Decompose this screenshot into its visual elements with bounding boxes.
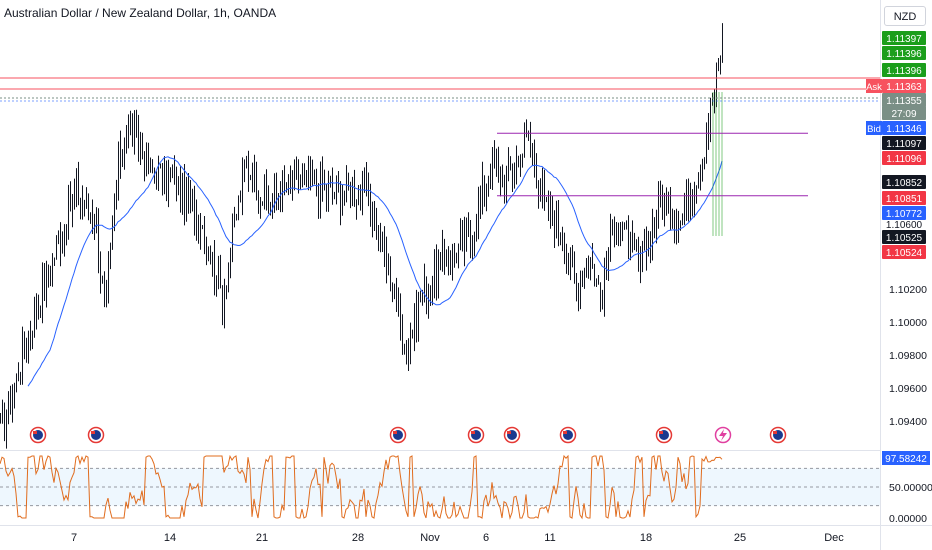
price-label-bg <box>882 245 926 259</box>
time-axis-label: Nov <box>420 532 440 544</box>
price-label-bg <box>882 31 926 45</box>
price-label: 1.11396 <box>882 63 926 77</box>
oscillator-line <box>0 454 723 520</box>
price-label-bg <box>882 230 926 244</box>
price-label-bg <box>882 63 926 77</box>
price-axis-tick: 1.09400 <box>889 416 927 428</box>
price-label: 1.10525 <box>882 230 926 244</box>
price-label-text: 1.10524 <box>886 248 923 259</box>
event-flag-icon <box>503 426 521 444</box>
flag-cross <box>33 431 37 434</box>
event-flag-icon <box>769 426 787 444</box>
time-axis-label: 11 <box>544 532 555 544</box>
price-label: 1.10600 <box>886 220 923 231</box>
oscillator-value-text: 97.58242 <box>885 454 927 465</box>
event-flag-icon <box>29 426 47 444</box>
price-label-text: 1.11363 <box>886 82 922 93</box>
time-axis-label: Dec <box>824 532 844 544</box>
price-label-text: 1.10600 <box>886 220 923 231</box>
time-axis-label: 21 <box>256 532 268 544</box>
price-label: 1.10772 <box>882 206 926 220</box>
price-label-bg <box>882 106 926 120</box>
time-axis-label: 28 <box>352 532 364 544</box>
price-label-text: 1.11346 <box>886 124 922 135</box>
flag-cross <box>91 431 95 434</box>
price-label-text: 1.10851 <box>886 194 923 205</box>
price-label-text: 1.11397 <box>886 34 922 45</box>
price-label-bg <box>882 46 926 60</box>
flag-cross <box>471 431 475 434</box>
price-tag-text: Bid <box>867 124 881 135</box>
price-label-text: 27:09 <box>891 109 916 120</box>
price-label-text: 1.11096 <box>886 154 922 165</box>
price-label: 1.11355 <box>882 93 926 107</box>
price-axis-tick: 1.09800 <box>889 350 927 362</box>
lightning-event-icon <box>714 426 732 444</box>
time-axis-label: 6 <box>483 532 489 544</box>
flag-cross <box>563 431 567 434</box>
price-label: 1.11363 Ask <box>866 79 926 93</box>
price-label-bg <box>882 121 926 135</box>
event-flag-icon <box>655 426 673 444</box>
price-label: 1.11397 <box>882 31 926 45</box>
event-flag-icon <box>389 426 407 444</box>
price-label: 1.10524 <box>882 245 926 259</box>
flag-cross <box>507 431 511 434</box>
currency-button[interactable]: NZD <box>884 6 926 26</box>
price-bars <box>0 23 723 449</box>
price-axis-tick: 1.10000 <box>889 317 927 329</box>
price-label-text: 1.10852 <box>886 178 923 189</box>
price-label: 1.10851 <box>882 191 926 205</box>
price-label-text: 1.11396 <box>886 66 922 77</box>
time-axis-label: 18 <box>640 532 652 544</box>
price-label-bg <box>882 175 926 189</box>
moving-average-line <box>27 156 723 387</box>
price-label: 1.11096 <box>882 151 926 165</box>
flag-cross <box>659 431 663 434</box>
price-label: 1.10852 <box>882 175 926 189</box>
price-tag-bg <box>866 79 882 93</box>
price-label: 1.11097 <box>882 136 926 150</box>
price-tag-text: Ask <box>866 82 882 93</box>
price-label-bg <box>882 191 926 205</box>
oscillator-axis-tick: 50.00000 <box>889 482 932 494</box>
price-label-bg <box>882 151 926 165</box>
oscillator-value-label: 97.58242 <box>882 451 930 465</box>
price-label-text: 1.11396 <box>886 49 922 60</box>
flag-cross <box>773 431 777 434</box>
price-label: 27:09 <box>882 106 926 120</box>
price-label-text: 1.11355 <box>886 96 922 107</box>
price-label-text: 1.10525 <box>886 233 923 244</box>
time-axis-label: 25 <box>734 532 746 544</box>
event-flag-icon <box>87 426 105 444</box>
price-label: 1.11396 <box>882 46 926 60</box>
price-label: 1.11346 Bid <box>866 121 926 135</box>
price-label-bg <box>882 79 926 93</box>
time-axis-label: 7 <box>71 532 77 544</box>
lightning-bolt <box>719 429 727 441</box>
price-label-bg <box>882 93 926 107</box>
oscillator-value-bg <box>882 451 930 465</box>
event-flag-icon <box>467 426 485 444</box>
event-flag-icon <box>559 426 577 444</box>
price-axis-tick: 1.10200 <box>889 284 927 296</box>
oscillator-axis-tick: 0.00000 <box>889 513 927 525</box>
price-label-text: 1.11097 <box>886 139 922 150</box>
price-label-bg <box>882 206 926 220</box>
flag-cross <box>393 431 397 434</box>
price-tag-bg <box>866 121 882 135</box>
price-axis-tick: 1.09600 <box>889 383 927 395</box>
price-label-bg <box>882 136 926 150</box>
price-label-text: 1.10772 <box>886 209 923 220</box>
chart-title: Australian Dollar / New Zealand Dollar, … <box>4 6 277 20</box>
time-axis-label: 14 <box>164 532 176 544</box>
